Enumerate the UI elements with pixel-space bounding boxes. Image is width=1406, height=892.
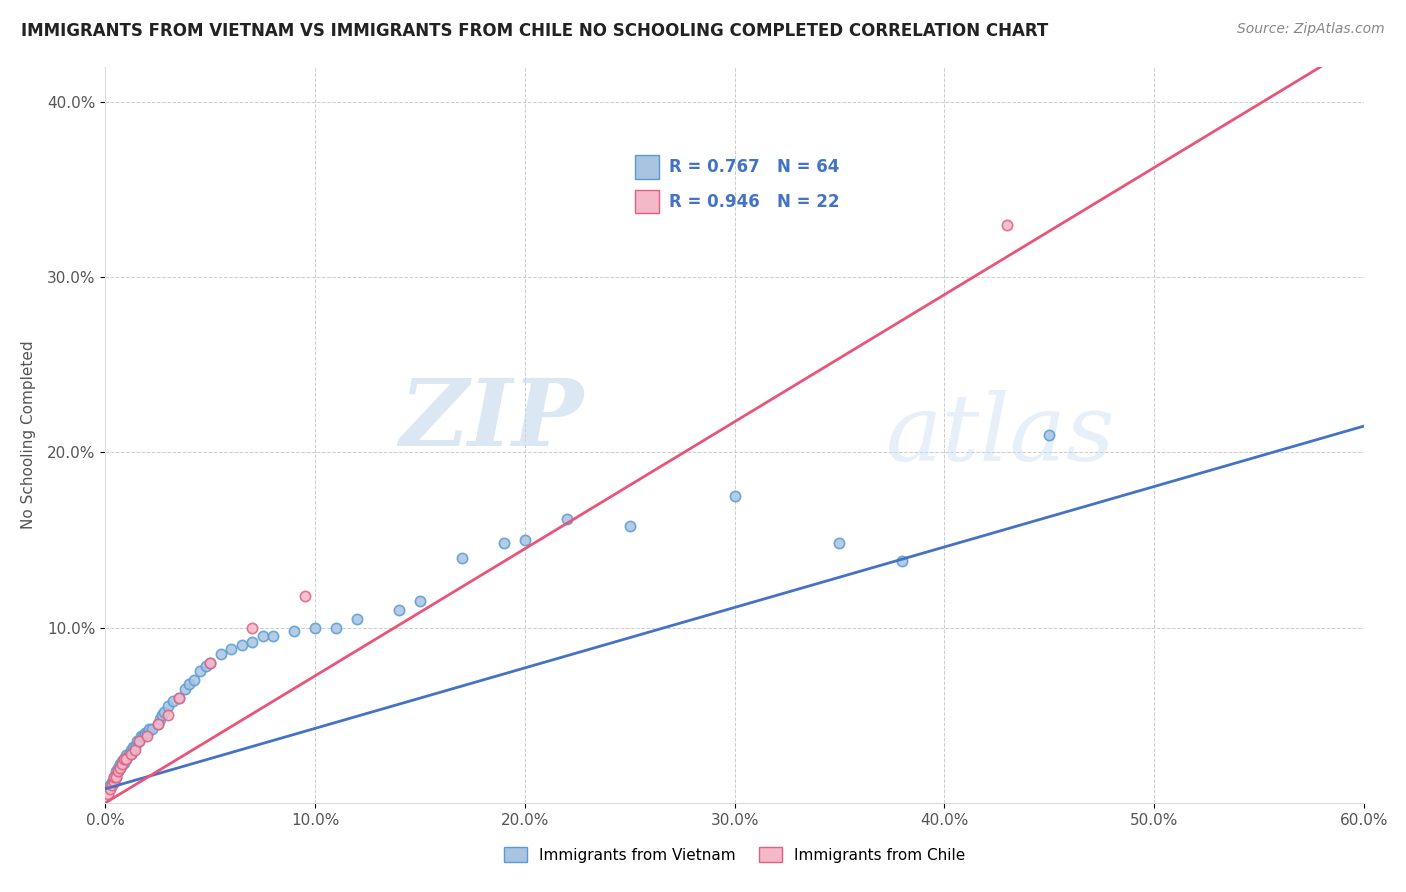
Point bbox=[409, 594, 432, 608]
Point bbox=[111, 754, 134, 768]
Point bbox=[107, 761, 129, 775]
Point bbox=[120, 747, 142, 761]
Point bbox=[252, 629, 274, 643]
Point bbox=[149, 712, 172, 726]
Bar bbox=[636, 155, 659, 178]
Point bbox=[136, 725, 159, 739]
Text: atlas: atlas bbox=[886, 390, 1115, 480]
Point bbox=[100, 774, 122, 789]
Point bbox=[167, 690, 190, 705]
Point bbox=[112, 756, 135, 770]
Point bbox=[115, 748, 138, 763]
Point bbox=[304, 621, 326, 635]
Point bbox=[132, 729, 155, 743]
Point bbox=[103, 774, 125, 789]
Point bbox=[346, 612, 368, 626]
Point bbox=[174, 681, 197, 696]
Point bbox=[283, 624, 305, 639]
Point bbox=[104, 764, 127, 779]
Point bbox=[111, 757, 134, 772]
Point bbox=[104, 770, 127, 784]
Point bbox=[120, 747, 142, 761]
Point bbox=[200, 656, 222, 670]
Point bbox=[231, 638, 253, 652]
Text: R = 0.946   N = 22: R = 0.946 N = 22 bbox=[669, 193, 839, 211]
Point bbox=[388, 603, 411, 617]
Point bbox=[121, 739, 143, 754]
Point bbox=[995, 218, 1018, 232]
Point bbox=[96, 787, 118, 801]
Point bbox=[179, 676, 201, 690]
Point bbox=[167, 690, 190, 705]
Point bbox=[325, 621, 347, 635]
Point bbox=[125, 734, 148, 748]
Point bbox=[107, 764, 129, 779]
Point bbox=[294, 589, 316, 603]
Point bbox=[112, 752, 135, 766]
Point bbox=[555, 512, 578, 526]
Point bbox=[108, 757, 131, 772]
Point bbox=[240, 621, 263, 635]
Point bbox=[134, 725, 156, 739]
Text: R = 0.767   N = 64: R = 0.767 N = 64 bbox=[669, 158, 839, 176]
Point bbox=[451, 550, 474, 565]
Point bbox=[120, 743, 142, 757]
Point bbox=[157, 699, 180, 714]
Point bbox=[129, 729, 152, 743]
Point bbox=[112, 752, 135, 766]
Legend: Immigrants from Vietnam, Immigrants from Chile: Immigrants from Vietnam, Immigrants from… bbox=[498, 840, 972, 869]
Point bbox=[150, 708, 173, 723]
Point bbox=[108, 761, 131, 775]
Point bbox=[115, 752, 138, 766]
Point bbox=[157, 708, 180, 723]
Point bbox=[146, 717, 169, 731]
Point bbox=[104, 770, 127, 784]
Text: ZIP: ZIP bbox=[399, 376, 583, 465]
Point bbox=[138, 723, 160, 737]
Point bbox=[128, 734, 150, 748]
Point bbox=[153, 705, 176, 719]
Point bbox=[136, 729, 159, 743]
Point bbox=[513, 533, 536, 547]
Point bbox=[219, 641, 242, 656]
Point bbox=[162, 694, 184, 708]
Point bbox=[98, 778, 121, 792]
Point bbox=[183, 673, 205, 687]
Point bbox=[111, 757, 134, 772]
Point bbox=[100, 778, 122, 792]
Y-axis label: No Schooling Completed: No Schooling Completed bbox=[21, 341, 37, 529]
Point bbox=[262, 629, 284, 643]
Point bbox=[103, 770, 125, 784]
Point bbox=[619, 519, 641, 533]
Point bbox=[141, 723, 163, 737]
Point bbox=[121, 743, 143, 757]
Point bbox=[98, 781, 121, 796]
Bar bbox=[636, 190, 659, 213]
Point bbox=[188, 665, 211, 679]
Point bbox=[891, 554, 914, 568]
Point bbox=[240, 634, 263, 648]
Point bbox=[124, 743, 146, 757]
Point bbox=[1038, 427, 1060, 442]
Point bbox=[128, 734, 150, 748]
Point bbox=[200, 656, 222, 670]
Point bbox=[828, 536, 851, 550]
Point bbox=[209, 647, 232, 661]
Point bbox=[103, 770, 125, 784]
Point bbox=[723, 489, 745, 503]
Point bbox=[115, 752, 138, 766]
Text: IMMIGRANTS FROM VIETNAM VS IMMIGRANTS FROM CHILE NO SCHOOLING COMPLETED CORRELAT: IMMIGRANTS FROM VIETNAM VS IMMIGRANTS FR… bbox=[21, 22, 1049, 40]
Point bbox=[195, 659, 218, 673]
Point bbox=[124, 739, 146, 754]
Text: Source: ZipAtlas.com: Source: ZipAtlas.com bbox=[1237, 22, 1385, 37]
Point bbox=[107, 764, 129, 779]
Point bbox=[492, 536, 515, 550]
Point bbox=[108, 761, 131, 775]
Point bbox=[146, 717, 169, 731]
Point bbox=[103, 774, 125, 789]
Point bbox=[117, 747, 139, 761]
